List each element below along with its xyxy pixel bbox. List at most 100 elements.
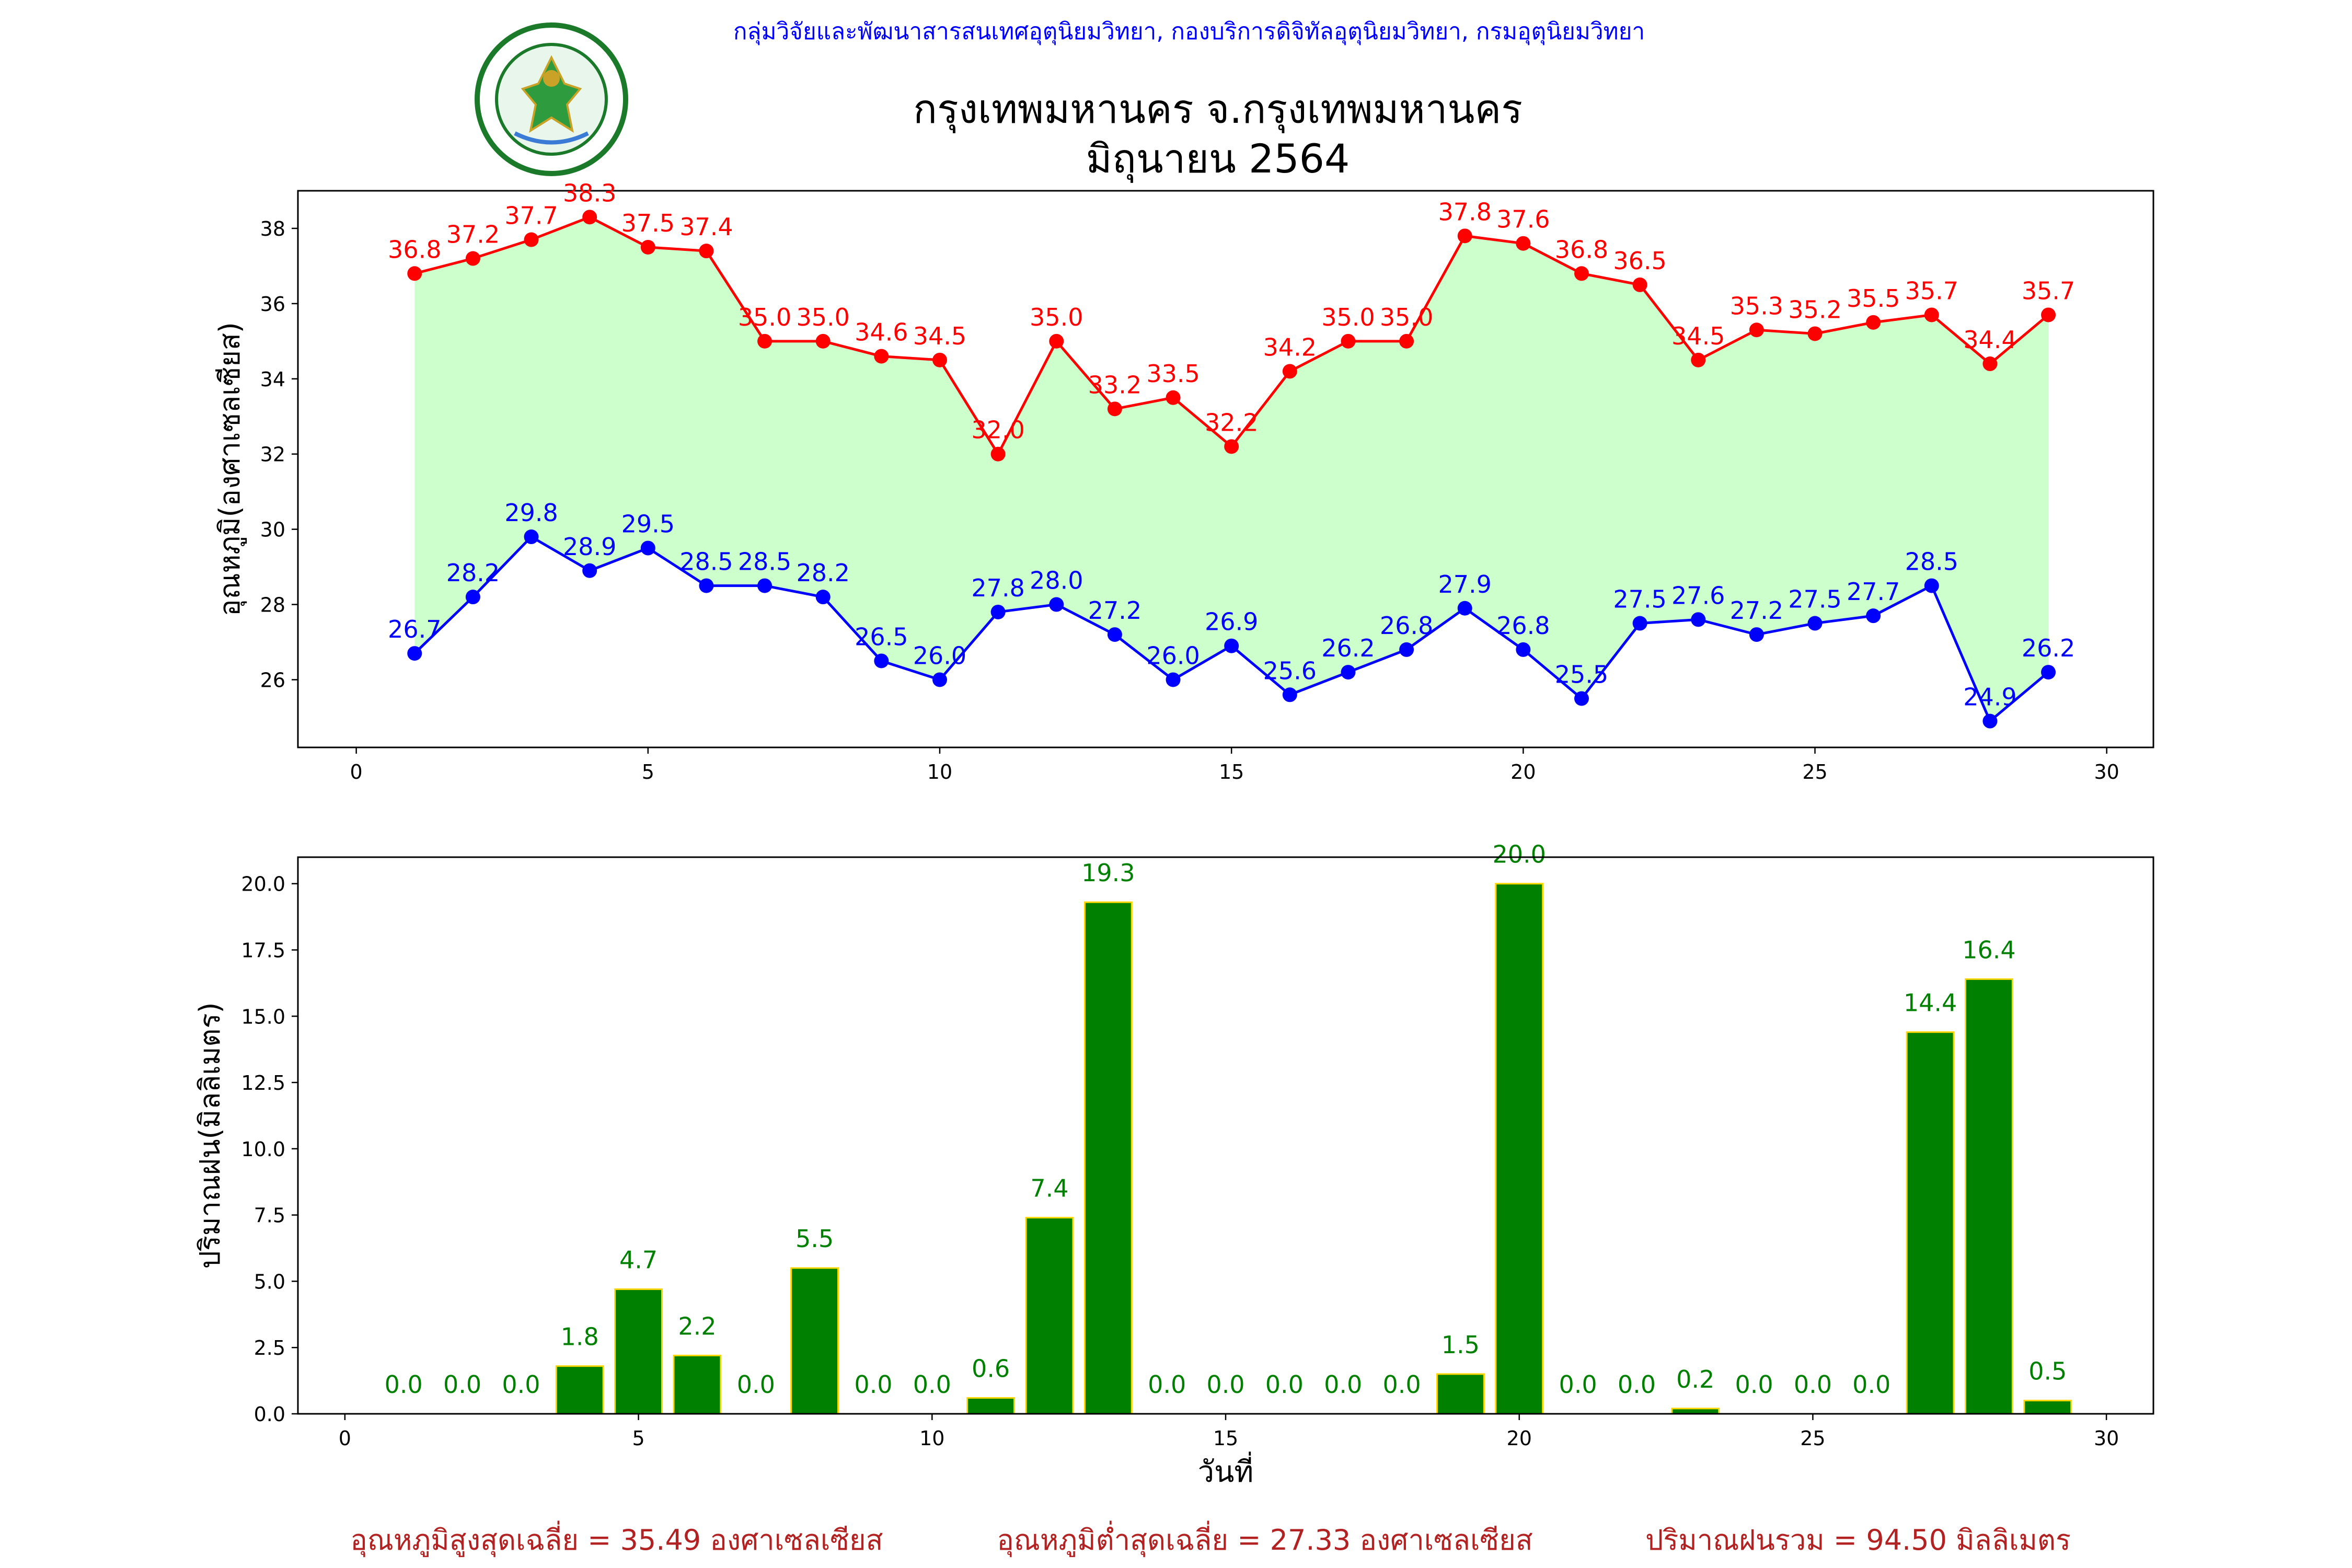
- min-temp-point: [1982, 713, 1998, 729]
- rain-data-label: 2.2: [678, 1312, 716, 1340]
- rain-data-label: 14.4: [1904, 989, 1957, 1017]
- max-temp-point: [815, 333, 831, 349]
- min-temp-point: [1574, 691, 1589, 706]
- min-temp-point: [1807, 616, 1823, 631]
- meteorological-department-logo: [475, 22, 628, 176]
- max-temp-point: [1457, 228, 1472, 244]
- min-temp-point: [815, 590, 831, 605]
- rain-data-label: 0.0: [1618, 1370, 1656, 1399]
- max-temp-data-label: 35.0: [738, 303, 791, 331]
- y-tick-label: 7.5: [254, 1204, 285, 1227]
- rainfall-axis-label: ปริมาณฝน(มิลลิเมตร): [193, 1002, 226, 1269]
- rain-data-label: 7.4: [1030, 1174, 1068, 1203]
- max-temp-data-label: 38.3: [563, 179, 616, 207]
- min-temp-data-label: 25.6: [1263, 656, 1317, 685]
- min-temp-data-label: 26.5: [855, 622, 908, 651]
- rain-data-label: 0.0: [443, 1370, 481, 1399]
- y-tick-label: 28: [260, 594, 285, 617]
- max-temp-point: [932, 352, 947, 367]
- max-temp-point: [2041, 307, 2056, 322]
- y-tick-label: 12.5: [241, 1071, 285, 1094]
- min-temp-point: [1457, 601, 1472, 616]
- min-temp-point: [1341, 665, 1356, 680]
- max-temp-point: [1866, 315, 1881, 330]
- max-temp-point: [757, 333, 773, 349]
- x-tick-label: 5: [642, 760, 654, 783]
- rain-data-label: 1.5: [1442, 1331, 1480, 1359]
- min-temp-data-label: 28.5: [679, 548, 733, 576]
- rain-data-label: 0.0: [1206, 1370, 1244, 1399]
- min-temp-data-label: 25.5: [1555, 660, 1608, 688]
- max-temp-data-label: 35.0: [1321, 303, 1375, 331]
- min-temp-point: [1866, 608, 1881, 624]
- rain-data-label: 5.5: [795, 1225, 834, 1253]
- y-tick-label: 32: [260, 443, 285, 466]
- rain-bar: [790, 1267, 839, 1415]
- rain-data-label: 16.4: [1962, 936, 2015, 964]
- temperature-axis-label: อุณหภูมิ(องศาเซลเซียส): [213, 322, 247, 616]
- rain-data-label: 4.7: [619, 1246, 658, 1274]
- chart-title-line2: มิถุนายน 2564: [1086, 135, 1350, 183]
- max-temp-point: [465, 251, 480, 266]
- min-temp-data-label: 27.5: [1613, 585, 1666, 614]
- min-temp-data-label: 29.8: [504, 499, 558, 527]
- x-tick-label: 10: [919, 1427, 944, 1450]
- max-temp-point: [874, 349, 889, 364]
- max-temp-point: [1632, 277, 1647, 292]
- agency-header: กลุ่มวิจัยและพัฒนาสารสนเทศอุตุนิยมวิทยา,…: [733, 18, 1645, 45]
- min-temp-point: [990, 604, 1006, 619]
- max-temp-point: [582, 210, 597, 225]
- y-tick-label: 36: [260, 293, 285, 316]
- x-tick-label: 15: [1219, 760, 1244, 783]
- max-temp-point: [1224, 439, 1239, 454]
- y-tick-label: 10.0: [241, 1138, 285, 1161]
- rain-bar: [1436, 1373, 1485, 1415]
- x-tick-label: 20: [1511, 760, 1536, 783]
- rain-bar: [2023, 1400, 2072, 1415]
- rain-data-label: 0.0: [1852, 1370, 1890, 1399]
- y-tick-label: 30: [260, 518, 285, 541]
- x-tick-label: 25: [1802, 760, 1827, 783]
- min-temp-data-label: 28.2: [797, 559, 850, 587]
- rain-data-label: 0.6: [972, 1355, 1010, 1383]
- max-temp-point: [1749, 322, 1764, 338]
- max-temp-point: [1049, 333, 1064, 349]
- max-temp-point: [1341, 333, 1356, 349]
- max-temp-data-label: 34.5: [1671, 322, 1725, 350]
- max-temp-point: [407, 266, 422, 281]
- min-temp-data-label: 27.7: [1847, 578, 1900, 606]
- rain-data-label: 0.0: [1559, 1370, 1597, 1399]
- max-temp-data-label: 35.7: [2022, 276, 2075, 305]
- max-temp-data-label: 34.5: [913, 322, 966, 350]
- y-tick-label: 20.0: [241, 873, 285, 896]
- max-temp-data-label: 35.0: [797, 303, 850, 331]
- min-temp-data-label: 26.7: [388, 615, 441, 643]
- x-tick-label: 25: [1800, 1427, 1825, 1450]
- max-temp-point: [699, 244, 714, 259]
- x-tick-label: 20: [1507, 1427, 1532, 1450]
- max-temp-data-label: 34.4: [1963, 326, 2016, 354]
- rain-bar: [966, 1397, 1016, 1415]
- min-temp-data-label: 27.2: [1088, 596, 1142, 625]
- y-tick-label: 5.0: [254, 1270, 285, 1293]
- min-temp-data-label: 28.0: [1030, 567, 1083, 595]
- min-temp-data-label: 28.9: [563, 533, 616, 561]
- rain-data-label: 0.0: [913, 1370, 951, 1399]
- rain-data-label: 19.3: [1081, 859, 1135, 887]
- rain-bar: [614, 1288, 663, 1415]
- max-temp-point: [1107, 401, 1122, 417]
- min-temp-data-label: 26.2: [2022, 634, 2075, 662]
- min-temp-data-label: 27.5: [1788, 585, 1841, 614]
- rain-data-label: 0.0: [502, 1370, 540, 1399]
- min-temp-data-label: 26.9: [1205, 608, 1258, 636]
- min-temp-data-label: 28.2: [446, 559, 500, 587]
- min-temp-data-label: 27.9: [1438, 570, 1491, 598]
- min-temp-point: [932, 672, 947, 687]
- min-temp-data-label: 26.2: [1321, 634, 1375, 662]
- min-temp-data-label: 27.8: [971, 574, 1024, 602]
- max-temp-point: [1516, 236, 1531, 251]
- min-temp-point: [407, 646, 422, 661]
- min-temp-data-label: 26.8: [1496, 612, 1550, 640]
- x-tick-label: 10: [927, 760, 952, 783]
- max-temp-data-label: 32.2: [1205, 408, 1258, 436]
